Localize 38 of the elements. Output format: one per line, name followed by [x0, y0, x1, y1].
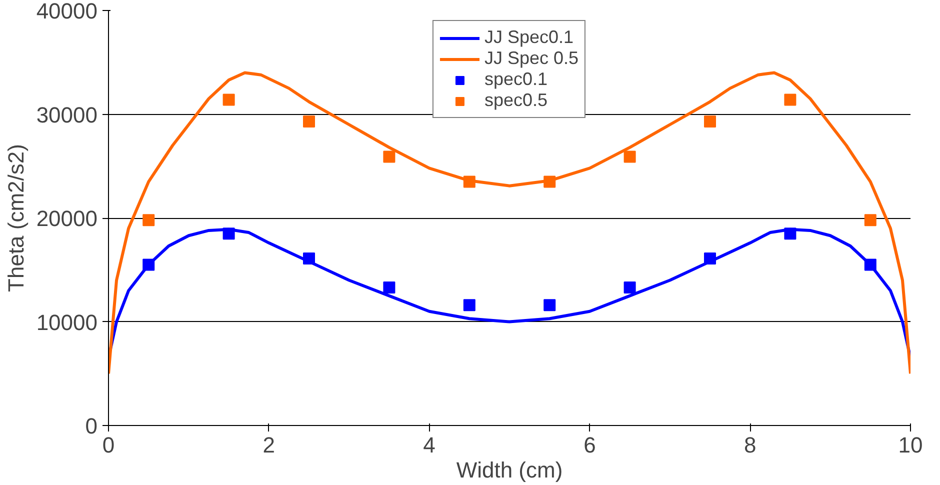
- point: [303, 252, 315, 264]
- x-tick-label: 6: [584, 432, 596, 458]
- point: [463, 176, 476, 188]
- x-axis-title: Width (cm): [456, 458, 563, 482]
- point: [864, 214, 876, 226]
- y-tick-label: 0: [85, 414, 98, 438]
- point: [624, 282, 636, 294]
- x-tick-label: 8: [744, 432, 756, 458]
- point: [142, 258, 155, 271]
- point: [544, 299, 556, 312]
- point: [222, 228, 235, 240]
- point: [383, 282, 396, 294]
- point: [544, 176, 556, 188]
- point: [864, 258, 876, 271]
- x-tick-label: 2: [262, 432, 276, 458]
- x-tick-label: 10: [898, 432, 923, 458]
- legend-label: spec0.1: [484, 69, 548, 90]
- point: [704, 116, 716, 128]
- x-tick-label: 4: [423, 432, 436, 458]
- y-tick-label: 10000: [36, 310, 98, 335]
- point: [704, 252, 716, 264]
- legend-label: JJ Spec 0.5: [484, 48, 579, 69]
- y-tick-label: 40000: [36, 0, 98, 24]
- point: [463, 299, 476, 312]
- y-tick-label: 20000: [36, 206, 98, 231]
- legend-label: JJ Spec0.1: [484, 27, 574, 48]
- point: [784, 94, 796, 106]
- point: [784, 228, 796, 240]
- point: [142, 214, 155, 226]
- x-tick-label: 0: [102, 432, 115, 458]
- line-series: [108, 71, 910, 376]
- point: [624, 150, 636, 163]
- y-axis-title: Theta (cm2/s2): [3, 144, 28, 292]
- y-tick-label: 30000: [36, 102, 98, 128]
- legend-label: spec0.5: [484, 90, 548, 111]
- point: [303, 116, 315, 128]
- point: [222, 94, 235, 106]
- point: [383, 150, 396, 163]
